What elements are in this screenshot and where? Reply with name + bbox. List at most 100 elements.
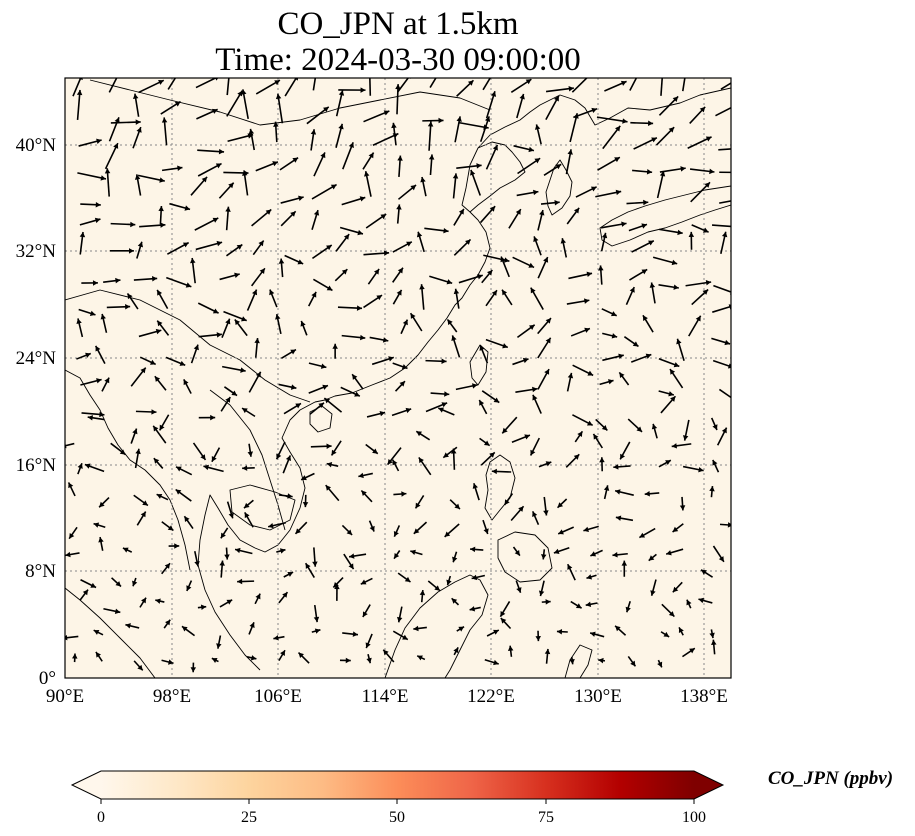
wind-arrow-head [701, 569, 707, 575]
wind-arrow-shaft [711, 224, 731, 228]
wind-arrow-head [472, 483, 478, 489]
wind-arrow-head [733, 398, 739, 403]
wind-arrow-head [671, 259, 678, 266]
wind-arrow-head [153, 425, 159, 432]
wind-arrow-head [255, 371, 261, 378]
wind-arrow-head [743, 145, 748, 150]
wind-arrow-head [115, 277, 121, 284]
wind-arrow-head [639, 532, 646, 538]
wind-arrow-head [225, 318, 231, 325]
wind-arrow-head [452, 556, 458, 563]
wind-arrow-head [471, 383, 478, 389]
wind-arrow-head [438, 117, 444, 124]
wind-arrow-head [518, 506, 524, 512]
wind-arrow-head [456, 116, 462, 122]
wind-arrow-head [417, 655, 423, 661]
wind-arrow-head [444, 531, 451, 537]
wind-arrow-head [237, 90, 243, 97]
wind-arrow-head [469, 606, 476, 612]
wind-arrow-head [500, 618, 507, 624]
wind-arrow-head [598, 265, 604, 271]
lat-tick-label: 24°N [16, 348, 57, 369]
wind-arrow-head [410, 313, 416, 319]
wind-arrow-head [471, 574, 478, 581]
wind-arrow-shaft [629, 78, 638, 91]
wind-arrow-head [507, 645, 514, 651]
wind-arrow-head [416, 231, 423, 238]
wind-arrow-head [698, 466, 704, 473]
wind-arrow-head [673, 284, 679, 290]
wind-arrow-head [503, 257, 510, 263]
wind-arrow-head [376, 295, 383, 301]
wind-arrow-head [406, 241, 412, 247]
wind-arrow-head [590, 631, 596, 637]
wind-arrow-head [234, 319, 241, 326]
wind-arrow-head [231, 390, 238, 396]
sumatra [65, 587, 156, 678]
wind-arrow-head [397, 267, 403, 274]
wind-arrow-head [295, 403, 301, 409]
wind-arrow-head [534, 158, 541, 164]
wind-arrow-head [268, 522, 274, 529]
wind-arrow-head [545, 599, 551, 605]
wind-arrow-head [643, 199, 649, 206]
wind-arrow-head [215, 163, 222, 169]
wind-arrow-head [410, 549, 416, 556]
wind-arrow-head [313, 616, 320, 623]
wind-arrow-head [293, 78, 298, 81]
sulawesi [564, 644, 593, 678]
wind-arrow-head [558, 529, 564, 535]
wind-arrow-head [502, 343, 508, 349]
wind-arrow-head [651, 423, 658, 430]
wind-arrow-head [446, 279, 453, 285]
wind-arrow-shaft [65, 635, 79, 639]
wind-arrow-head [275, 93, 282, 100]
wind-arrow-head [127, 293, 133, 300]
wind-arrow-head [698, 597, 705, 604]
wind-arrow-head [331, 449, 337, 456]
wind-arrow-head [326, 443, 332, 449]
wind-arrow-head [292, 157, 299, 163]
wind-arrow-head [528, 324, 535, 331]
wind-arrow-head [159, 424, 165, 431]
wind-arrow-head [620, 453, 626, 460]
wind-arrow-head [585, 601, 592, 607]
wind-arrow-shaft [369, 78, 372, 96]
wind-arrow-head [225, 206, 231, 212]
wind-arrow-head [244, 512, 250, 519]
wind-arrow-head [586, 574, 593, 580]
wind-arrow-head [211, 658, 218, 663]
wind-arrow-head [470, 546, 476, 553]
wind-arrow-head [160, 222, 166, 228]
wind-arrow-head [382, 337, 389, 343]
wind-arrow-shaft [681, 78, 686, 92]
wind-arrow-head [360, 579, 367, 585]
wind-arrow-head [241, 316, 247, 322]
wind-arrow-head [402, 634, 408, 640]
wind-arrow-shaft [195, 78, 218, 89]
wind-arrow-head [603, 485, 610, 491]
wind-arrow-head [227, 69, 232, 74]
wind-arrow-shaft [482, 78, 492, 91]
wind-arrow-head [313, 210, 320, 216]
wind-arrow-head [413, 625, 419, 632]
wind-arrow-head [587, 72, 592, 77]
wind-arrow-head [727, 522, 731, 528]
wind-arrow-head [491, 468, 497, 475]
wind-arrow-head [290, 211, 296, 217]
wind-arrow-head [341, 269, 348, 275]
wind-arrow-head [477, 274, 483, 280]
wind-arrow-head [314, 628, 321, 634]
wind-arrow-shaft [76, 89, 81, 120]
wind-arrow-head [290, 384, 297, 390]
wind-arrow-head [324, 398, 330, 404]
wind-arrow-head [613, 464, 619, 470]
wind-arrow-head [530, 449, 536, 456]
wind-arrow-shaft [396, 84, 399, 115]
wind-arrow-head [225, 397, 231, 403]
wind-arrow-head [135, 448, 141, 455]
wind-arrow-head [491, 290, 497, 296]
wind-arrow-head [79, 232, 86, 238]
wind-arrow-head [419, 284, 425, 290]
wind-arrow-head [519, 93, 525, 100]
